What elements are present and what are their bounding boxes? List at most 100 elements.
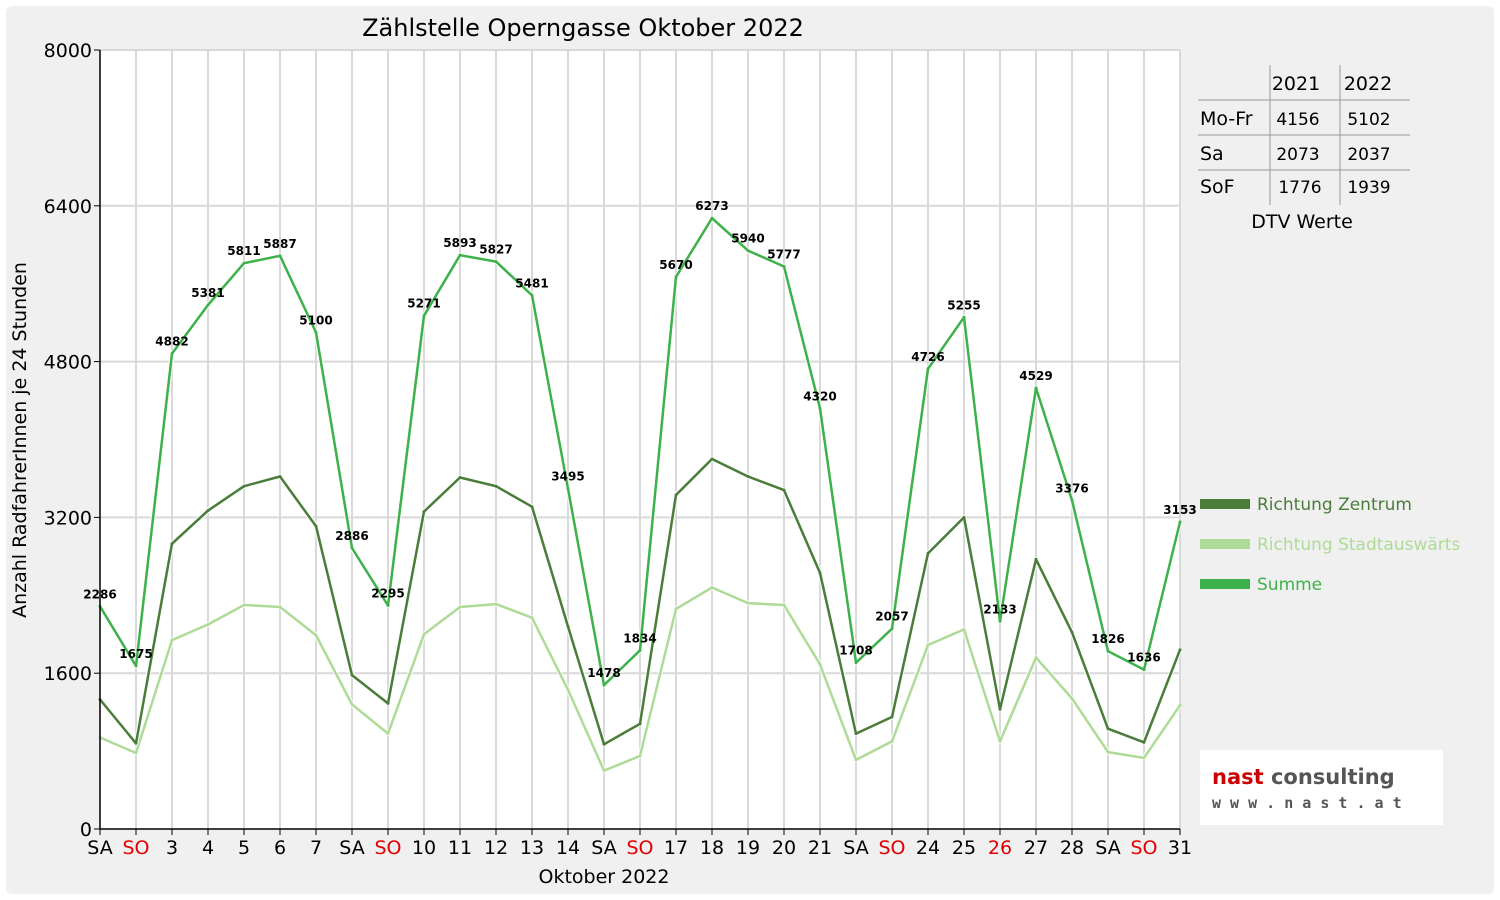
y-tick-label: 4800 [44,352,92,374]
series-point [530,616,534,620]
data-label: 4882 [155,335,188,349]
data-label: 5940 [731,232,764,246]
x-tick-label: 6 [274,837,286,859]
x-tick-label: 19 [736,837,760,859]
data-label: 4529 [1019,369,1052,383]
series-point [170,352,174,356]
series-point [350,702,354,706]
series-point [386,604,390,608]
data-label: 4320 [803,389,836,403]
series-point [926,367,930,371]
data-label: 4726 [911,350,944,364]
series-point [1070,697,1074,701]
series-point [458,605,462,609]
series-point [386,732,390,736]
series-point [782,264,786,268]
data-label: 1675 [119,647,152,661]
series-point [998,619,1002,623]
series-point [1178,648,1182,652]
axes [94,49,1181,835]
series-point [1142,756,1146,760]
series-lines [97,215,1183,774]
x-tick-label: 25 [952,837,976,859]
series-point [782,488,786,492]
dtv-row-label: Mo-Fr [1200,108,1253,130]
series-point [962,515,966,519]
x-tick-label: 20 [772,837,796,859]
dtv-cell: 1776 [1278,178,1321,198]
series-point [998,739,1002,743]
series-point [566,624,570,628]
x-tick-label: 27 [1024,837,1048,859]
series-point [1034,656,1038,660]
series-point [170,542,174,546]
data-label: 1834 [623,631,656,645]
legend-swatch-stadtauswaerts [1200,539,1250,549]
series-point [422,510,426,514]
x-tick-labels: SA SO 3 4 5 6 7 SA SO 10 11 12 13 14 SA SO 17 18 19 20 21 SA S… [87,837,1192,859]
x-tick-label: 10 [412,837,436,859]
series-point [530,293,534,297]
data-label: 5670 [659,258,692,272]
series-point [350,546,354,550]
series-point [386,701,390,705]
data-label: 3376 [1055,481,1088,495]
series-point [206,509,210,513]
legend-label-summe: Summe [1257,575,1322,595]
series-point [602,742,606,746]
series-point [926,643,930,647]
y-tick-label: 0 [80,819,92,841]
legend-label-stadtauswaerts: Richtung Stadtauswärts [1257,535,1460,555]
series-point [1106,750,1110,754]
series-point [602,683,606,687]
x-tick-label: 26 [988,837,1012,859]
legend-swatch-summe [1200,579,1250,589]
legend-label-zentrum: Richtung Zentrum [1257,495,1412,515]
data-label: 2886 [335,529,368,543]
x-tick-label: SO [122,837,149,859]
series-point [746,475,750,479]
logo-wordmark: nast consulting [1212,765,1395,789]
series-point [890,739,894,743]
series-point [1178,703,1182,707]
series-point [566,487,570,491]
data-label: 5100 [299,313,332,327]
data-label: 5481 [515,276,548,290]
y-tick-label: 3200 [44,507,92,529]
dtv-cell: 4156 [1276,110,1319,130]
series-point [422,632,426,636]
data-label: 3495 [551,470,584,484]
series-point [134,741,138,745]
x-tick-label: SA [339,837,364,859]
x-tick-label: 31 [1168,837,1192,859]
series-point [638,754,642,758]
series-point [674,493,678,497]
data-label: 5811 [227,244,260,258]
nast-consulting-logo: nast consulting w w w . n a s t . a t [1200,750,1443,825]
y-tick-label: 1600 [44,663,92,685]
series-point [566,688,570,692]
data-label: 3153 [1163,503,1196,517]
series-point [962,315,966,319]
series-point [674,607,678,611]
series-point [710,586,714,590]
x-axis-label: Oktober 2022 [539,866,670,888]
series-point [134,664,138,668]
series-point [458,253,462,257]
series-point [962,627,966,631]
series-point [242,603,246,607]
series-point [1178,520,1182,524]
y-tick-label: 6400 [44,196,92,218]
series-point [494,260,498,264]
x-tick-label: SA [591,837,616,859]
dtv-row-label: Sa [1200,143,1224,165]
series-point [494,484,498,488]
series-point [710,457,714,461]
x-tick-label: 13 [520,837,544,859]
series-point [854,661,858,665]
series-point [638,722,642,726]
x-tick-label: 7 [310,837,322,859]
x-tick-label: 5 [238,837,250,859]
series-point [1070,498,1074,502]
series-point [1034,386,1038,390]
